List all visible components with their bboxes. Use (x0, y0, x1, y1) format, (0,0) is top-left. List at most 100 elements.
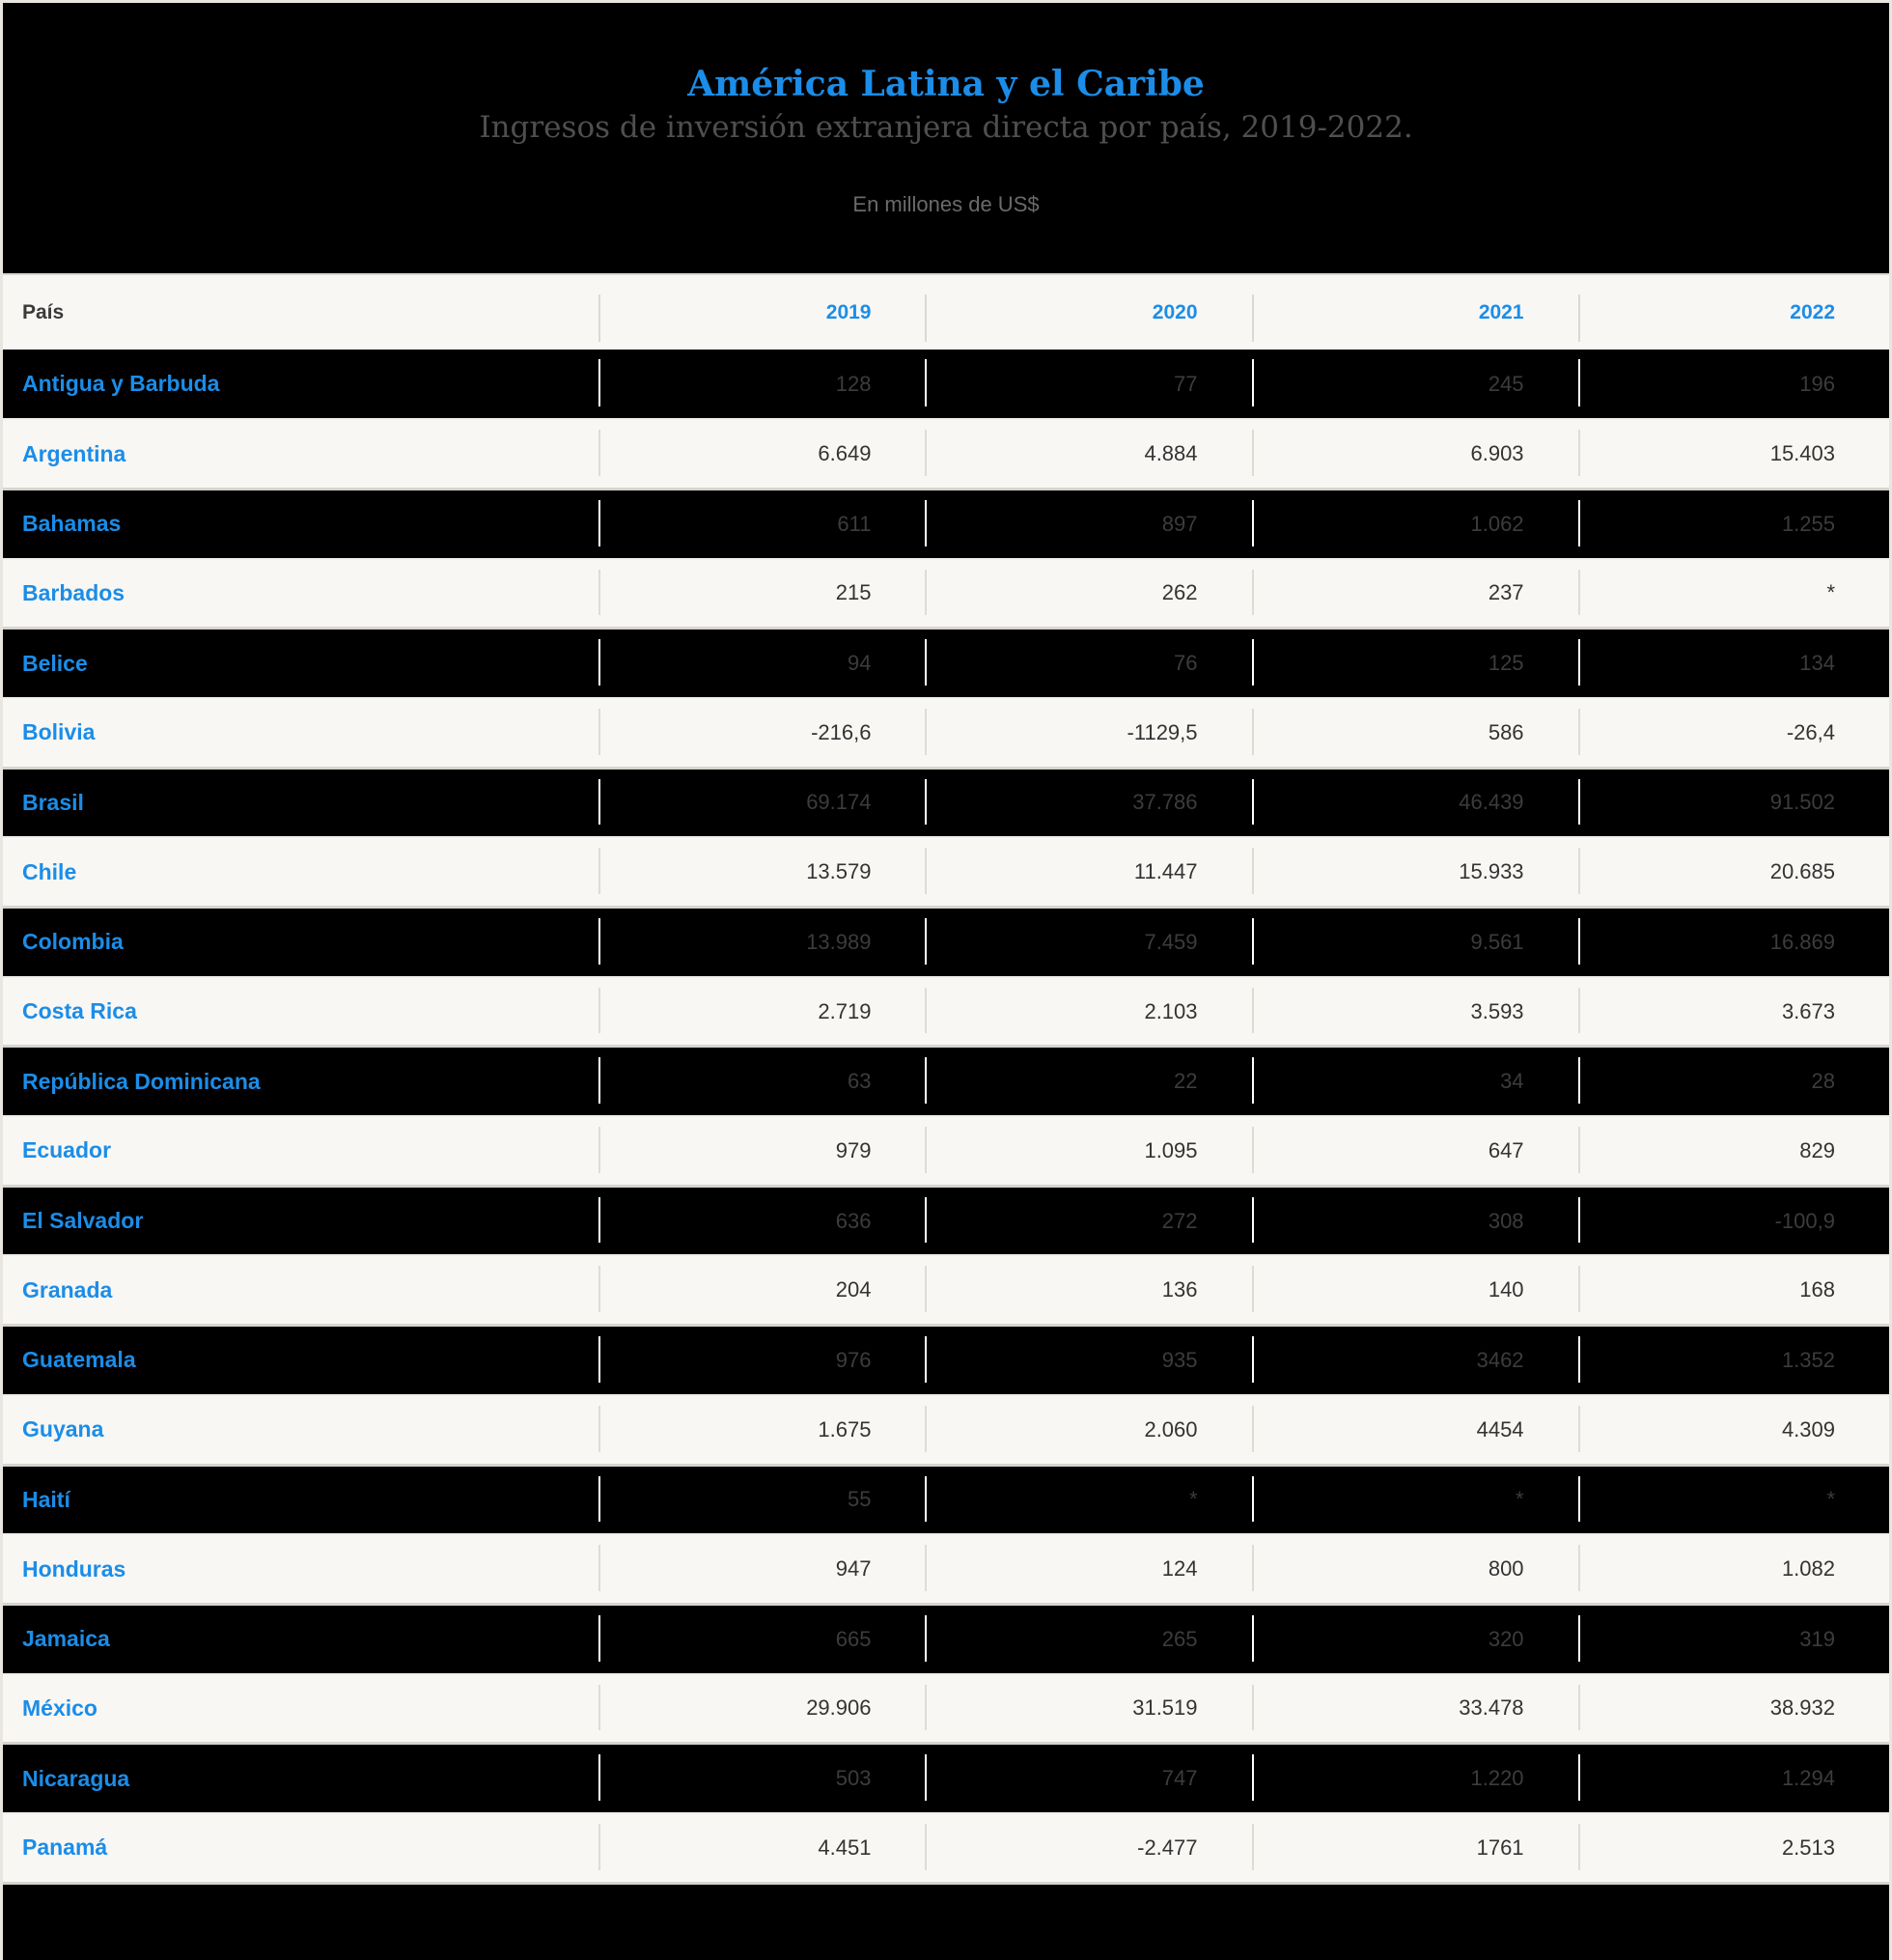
value-cell: 2.103 (925, 977, 1251, 1047)
value-cell: * (1251, 1465, 1578, 1534)
value-cell: 935 (925, 1326, 1251, 1395)
country-label: Chile (22, 858, 77, 884)
column-header-2022: 2022 (1577, 274, 1889, 350)
country-label: Brasil (22, 789, 84, 815)
value-cell: 76 (925, 629, 1251, 698)
value-cell: -216,6 (598, 698, 925, 768)
value-cell: 37.786 (925, 768, 1251, 837)
value-cell: 2.513 (1577, 1813, 1889, 1883)
value-cell: -100,9 (1577, 1186, 1889, 1255)
value-cell: 16.869 (1577, 908, 1889, 977)
masthead: América Latina y el Caribe Ingresos de i… (3, 3, 1889, 273)
table-row: Antigua y Barbuda 128 77 245 196 (3, 350, 1889, 420)
value-cell: 168 (1577, 1255, 1889, 1325)
country-label: Nicaragua (22, 1765, 130, 1791)
value-cell: 31.519 (925, 1674, 1251, 1744)
table-row: Costa Rica 2.719 2.103 3.593 3.673 (3, 976, 1889, 1047)
value-cell: 134 (1577, 629, 1889, 698)
country-label: Bahamas (22, 511, 122, 537)
value-cell: 2.060 (925, 1395, 1251, 1465)
value-cell: 611 (598, 489, 925, 558)
table-row: Nicaragua 503 747 1.220 1.294 (3, 1743, 1889, 1813)
value-cell: 1.255 (1577, 489, 1889, 558)
value-cell: 319 (1577, 1604, 1889, 1673)
value-cell: 4.309 (1577, 1395, 1889, 1465)
value-cell: 29.906 (598, 1674, 925, 1744)
value-cell: 22 (925, 1047, 1251, 1116)
value-cell: 1.352 (1577, 1326, 1889, 1395)
value-cell: 15.933 (1251, 837, 1578, 907)
table-header: País 2019 2020 2021 2022 (3, 274, 1889, 350)
column-header-2020: 2020 (925, 274, 1251, 350)
value-cell: 3.593 (1251, 977, 1578, 1047)
table-row: Chile 13.579 11.447 15.933 20.685 (3, 837, 1889, 908)
value-cell: 11.447 (925, 837, 1251, 907)
table-row: Jamaica 665 265 320 319 (3, 1604, 1889, 1674)
value-cell: 28 (1577, 1047, 1889, 1116)
value-cell: 4.451 (598, 1813, 925, 1883)
value-cell: 215 (598, 559, 925, 629)
country-label: Ecuador (22, 1137, 112, 1163)
country-label: Argentina (22, 440, 126, 466)
value-cell: 800 (1251, 1534, 1578, 1604)
country-label: Panamá (22, 1834, 108, 1861)
value-cell: 1.095 (925, 1116, 1251, 1186)
value-cell: 33.478 (1251, 1674, 1578, 1744)
value-cell: 128 (598, 350, 925, 419)
value-cell: 665 (598, 1604, 925, 1673)
value-cell: 9.561 (1251, 908, 1578, 977)
value-cell: 20.685 (1577, 837, 1889, 907)
fdi-table: País 2019 2020 2021 2022 Antigua y Barbu… (3, 273, 1889, 1885)
value-cell: 1.220 (1251, 1744, 1578, 1813)
country-label: Honduras (22, 1555, 126, 1582)
country-label: Antigua y Barbuda (22, 371, 220, 397)
value-cell: 4454 (1251, 1395, 1578, 1465)
value-cell: 829 (1577, 1116, 1889, 1186)
country-label: República Dominicana (22, 1068, 261, 1094)
value-cell: 136 (925, 1255, 1251, 1325)
value-cell: 196 (1577, 350, 1889, 419)
value-cell: 38.932 (1577, 1674, 1889, 1744)
country-label: Belice (22, 650, 88, 676)
value-cell: 125 (1251, 629, 1578, 698)
value-cell: 46.439 (1251, 768, 1578, 837)
value-cell: 2.719 (598, 977, 925, 1047)
value-cell: 69.174 (598, 768, 925, 837)
table-row: Guatemala 976 935 3462 1.352 (3, 1325, 1889, 1395)
table-row: Bahamas 611 897 1.062 1.255 (3, 489, 1889, 559)
table-row: Haití 55 * * * (3, 1465, 1889, 1535)
value-cell: 1.675 (598, 1395, 925, 1465)
country-label: Guyana (22, 1416, 104, 1442)
value-cell: 320 (1251, 1604, 1578, 1673)
table-row: Guyana 1.675 2.060 4454 4.309 (3, 1394, 1889, 1465)
page-title: América Latina y el Caribe (687, 64, 1205, 104)
value-cell: 262 (925, 559, 1251, 629)
value-cell: -26,4 (1577, 698, 1889, 768)
value-cell: * (1577, 559, 1889, 629)
table-row: El Salvador 636 272 308 -100,9 (3, 1186, 1889, 1256)
units-label: En millones de US$ (852, 191, 1040, 216)
footer-bar (3, 1884, 1889, 1960)
country-label: Granada (22, 1276, 113, 1302)
country-label: Barbados (22, 579, 125, 605)
country-label: México (22, 1694, 97, 1721)
value-cell: 265 (925, 1604, 1251, 1673)
value-cell: 976 (598, 1326, 925, 1395)
table-row: República Dominicana 63 22 34 28 (3, 1046, 1889, 1117)
header-row: País 2019 2020 2021 2022 (3, 274, 1889, 350)
table-row: Barbados 215 262 237 * (3, 558, 1889, 629)
value-cell: 6.903 (1251, 419, 1578, 489)
value-cell: 3462 (1251, 1326, 1578, 1395)
table-row: Argentina 6.649 4.884 6.903 15.403 (3, 419, 1889, 490)
value-cell: 636 (598, 1186, 925, 1255)
value-cell: 897 (925, 489, 1251, 558)
value-cell: 979 (598, 1116, 925, 1186)
value-cell: -2.477 (925, 1813, 1251, 1883)
value-cell: 15.403 (1577, 419, 1889, 489)
value-cell: 4.884 (925, 419, 1251, 489)
table-row: Panamá 4.451 -2.477 1761 2.513 (3, 1812, 1889, 1884)
value-cell: 204 (598, 1255, 925, 1325)
value-cell: 1.062 (1251, 489, 1578, 558)
country-label: Haití (22, 1486, 70, 1512)
